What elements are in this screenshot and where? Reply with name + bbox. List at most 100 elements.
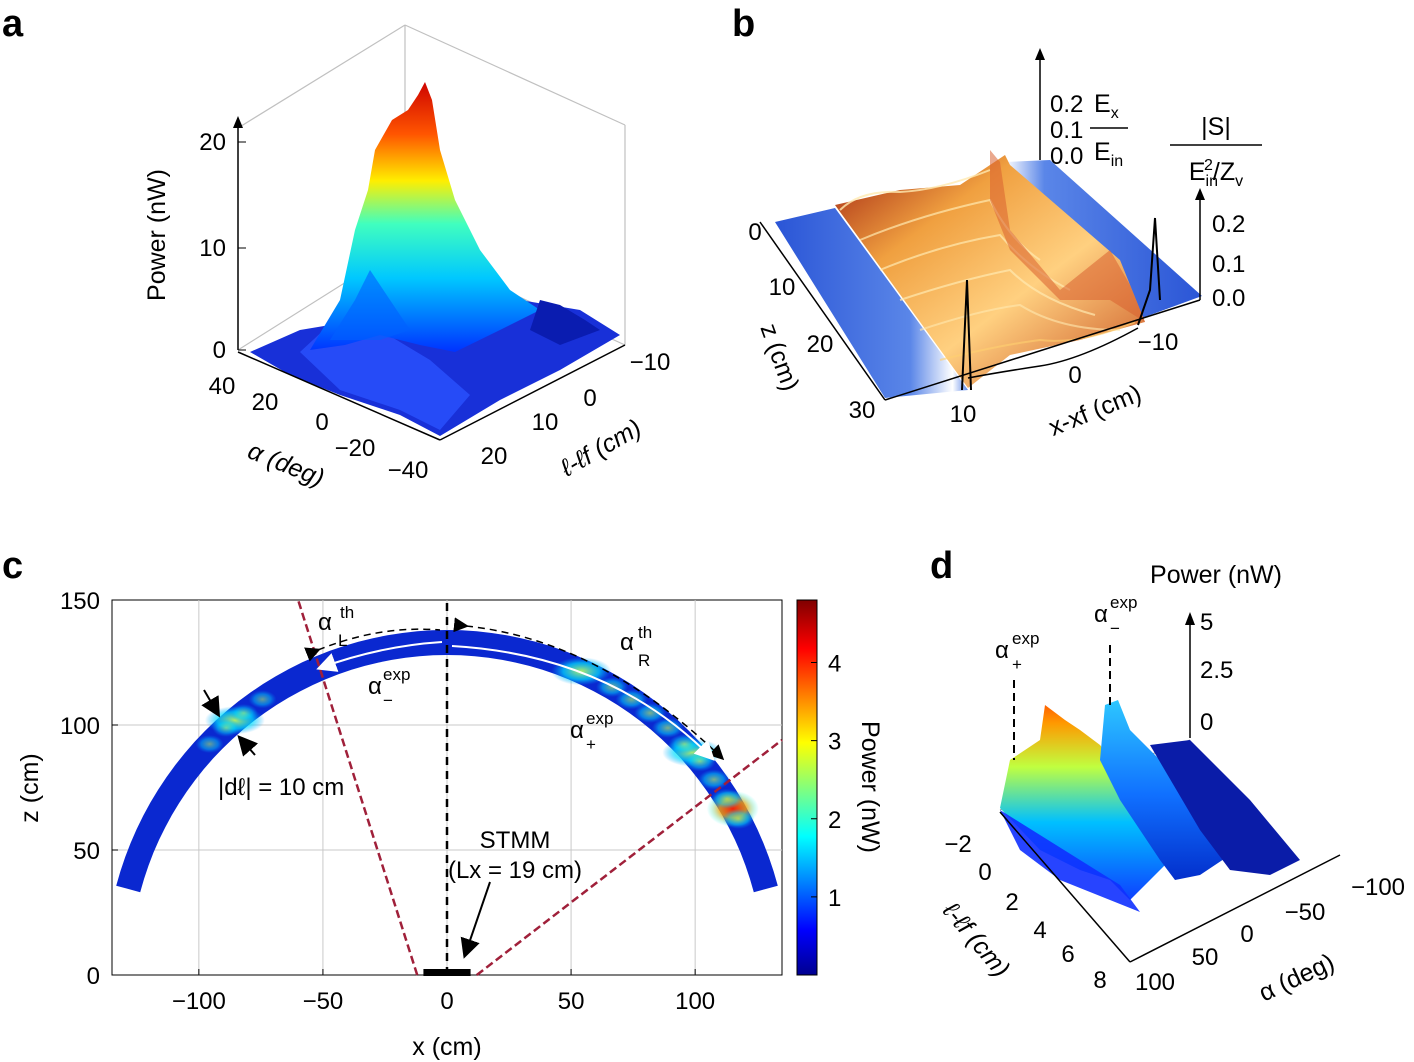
panel-label-b: b: [732, 3, 755, 45]
panel-b-x-tick-m10: −10: [1138, 329, 1179, 356]
panel-c-x-tick: −50: [303, 988, 344, 1015]
panel-a-alpha-tick-20: 20: [252, 389, 279, 416]
panel-c-colorbar-bar: [796, 599, 818, 976]
panel-c-annot-stmm: STMM: [480, 827, 551, 854]
panel-c-colorbar-tick: 1: [828, 885, 841, 912]
panel-d-l-tick-4: 4: [1033, 917, 1046, 944]
panel-c-x-tick: 100: [675, 988, 715, 1015]
panel-c-hotspot-band: [212, 718, 241, 737]
panel-b-ex-label: Ex Ein: [1090, 90, 1128, 170]
panel-c-hotspot-band: [683, 751, 716, 772]
panel-c-y-ticks: 0 50 100 150: [60, 588, 118, 990]
panel-d-alpha-label: α (deg): [1255, 948, 1339, 1007]
panel-b-s-axis-arrow: [1195, 188, 1205, 200]
panel-b-ex-numerator: Ex: [1094, 90, 1119, 122]
panel-b-spike-left: [961, 279, 972, 391]
panel-d-l-tick-2: 2: [1005, 889, 1018, 916]
panel-b-s-denominator: Ein2/Zv: [1189, 157, 1243, 190]
panel-c-annot-dl: |dℓ| = 10 cm: [218, 774, 344, 801]
panel-c-colorbar-tick: 2: [828, 807, 841, 834]
panel-b-z-ticks: 0 10 20 30: [748, 219, 875, 424]
panel-d-power-tick-0: 0: [1200, 709, 1213, 736]
panel-a-l-label: ℓ-ℓf (cm): [555, 414, 646, 483]
panel-c-colorbar-tick: 4: [828, 651, 841, 678]
panel-b-right-sheet: [1005, 160, 1202, 318]
panel-d-power-tick-25: 2.5: [1200, 657, 1233, 684]
panel-label-a: a: [2, 3, 24, 45]
panel-b-z-label: z (cm): [754, 320, 804, 395]
panel-c-dl-arrow-outer: [201, 689, 221, 718]
panel-c-y-label: z (cm): [16, 753, 44, 822]
panel-c-x-tick: −100: [172, 988, 226, 1015]
panel-c-x-tick: 50: [558, 988, 585, 1015]
panel-d-l-ticks: −2 0 2 4 6 8: [944, 831, 1106, 994]
panel-c-dl-arrow-inner: [237, 735, 259, 757]
panel-a-surface: [250, 82, 620, 436]
panel-d-l-tick-0: 0: [978, 859, 991, 886]
panel-b-s-ticks: 0.2 0.1 0.0: [1212, 211, 1245, 312]
panel-b-x-ticks: 10 0 −10: [950, 329, 1179, 428]
panel-c-x-label: x (cm): [412, 1033, 481, 1061]
panel-a-z-tick-10: 10: [199, 235, 226, 262]
panel-d-alpha-tick-m50: −50: [1285, 899, 1326, 926]
panel-d-power-tick-5: 5: [1200, 609, 1213, 636]
panel-d-surface: [1000, 700, 1300, 912]
panel-a-l-tick-m10: −10: [630, 349, 671, 376]
panel-c-alpha-l-th-arrow: [304, 628, 441, 662]
panel-c-alpha-minus-exp-arrow: [316, 641, 443, 672]
panel-b-field-surface: [835, 150, 1145, 388]
panel-b-left-sheet: [775, 208, 968, 398]
panel-d-l-tick-m2: −2: [944, 831, 971, 858]
panel-a-alpha-tick-0: 0: [315, 409, 328, 436]
panel-c-alpha-plus-exp-arrow: [451, 645, 715, 761]
panel-b-s-label: |S| Ein2/Zv: [1170, 113, 1262, 190]
panel-c-hotspot-band: [710, 788, 743, 809]
panel-b-z-tick-30: 30: [849, 397, 876, 424]
panel-b-x-axis: [884, 299, 1201, 401]
panel-label-c: c: [2, 545, 23, 587]
panel-b-z-tick-20: 20: [807, 331, 834, 358]
panel-c-hotspot-band: [698, 769, 731, 790]
panel-d-power-axis-arrow: [1185, 612, 1195, 625]
panel-a-l-ticks: −10 0 10 20: [481, 349, 671, 470]
panel-d-alpha-minus-label: α exp −: [1094, 593, 1137, 638]
panel-b-s-numerator: |S|: [1201, 113, 1231, 141]
panel-a-z-tick-0: 0: [213, 337, 226, 364]
panel-a-z-ticks: 0 10 20: [199, 129, 246, 364]
panel-b-ex-ticks: 0.2 0.1 0.0: [1050, 91, 1083, 170]
panel-c-stmm-arrow: [460, 881, 491, 959]
panel-c-y-tick: 0: [87, 963, 100, 990]
panel-d-l-label: ℓ-ℓf (cm): [936, 896, 1015, 982]
panel-a: a 0 10 20 Power (nW): [2, 3, 670, 492]
panel-b-s-tick-01: 0.1: [1212, 251, 1245, 278]
panel-b-x-label: x-xf (cm): [1045, 379, 1146, 441]
panel-c-colorbar: 1 2 3 4 Power (nW): [796, 599, 884, 976]
panel-b-ex-tick-01: 0.1: [1050, 117, 1083, 144]
panel-b-ex-axis-arrow: [1035, 48, 1045, 60]
panel-b-s-tick-00: 0.0: [1212, 285, 1245, 312]
panel-c-colorbar-ticks: 1 2 3 4: [811, 651, 841, 912]
panel-label-d: d: [930, 545, 953, 587]
panel-c-x-tick: 0: [440, 988, 453, 1015]
panel-a-alpha-ticks: 40 20 0 −20 −40: [209, 373, 429, 484]
panel-c-hotspot-band: [229, 703, 258, 722]
panel-d-alpha-plus-label: α exp +: [995, 629, 1039, 674]
panel-d-alpha-tick-100: 100: [1135, 969, 1175, 996]
panel-b-ex-denominator: Ein: [1094, 138, 1123, 170]
panel-b-x-tick-10: 10: [950, 401, 977, 428]
panel-c-annot-lx: (Lx = 19 cm): [448, 857, 582, 884]
panel-b-x-tick-0: 0: [1068, 362, 1081, 389]
panel-a-z-label: Power (nW): [143, 169, 171, 301]
panel-d-alpha-axis: [1129, 854, 1341, 963]
panel-a-alpha-label: α (deg): [244, 437, 328, 493]
panel-a-z-axis-arrow: [233, 116, 243, 128]
panel-a-z-tick-20: 20: [199, 129, 226, 156]
panel-c-y-tick: 150: [60, 588, 100, 615]
panel-d-alpha-tick-50: 50: [1192, 944, 1219, 971]
panel-b-z-axis: [759, 221, 886, 401]
panel-b: b 0.2 0.1 0.0 Ex: [732, 3, 1262, 442]
panel-b-z-tick-10: 10: [769, 274, 796, 301]
panel-a-alpha-tick-40: 40: [209, 373, 236, 400]
panel-c-hotspot-band: [195, 735, 224, 754]
panel-c-colorbar-tick: 3: [828, 729, 841, 756]
